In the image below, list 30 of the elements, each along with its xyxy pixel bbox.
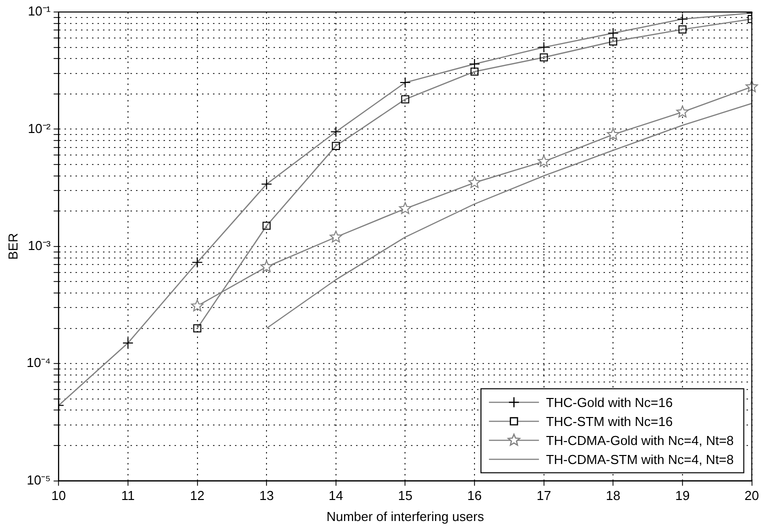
point	[399, 202, 412, 214]
x-tick-label: 13	[259, 488, 274, 504]
y-tick-label: 10⁻²	[28, 120, 52, 136]
point	[260, 260, 273, 272]
x-tick-label: 10	[51, 488, 66, 504]
point	[676, 106, 689, 118]
x-tick-label: 17	[536, 488, 552, 504]
point	[330, 230, 342, 242]
x-tick-label: 19	[675, 488, 690, 504]
y-tick-label: 10⁻⁴	[26, 355, 51, 370]
y-tick-label: 10⁻¹	[28, 4, 52, 19]
point	[606, 128, 620, 140]
x-axis-title: Number of interfering users	[326, 508, 484, 524]
legend-label: TH-CDMA-Gold with Nc=4, Nt=8	[546, 432, 734, 448]
y-tick-label: 10⁻⁵	[26, 472, 51, 488]
legend-label: TH-CDMA-STM with Nc=4, Nt=8	[546, 452, 734, 467]
legend-label: THC-Gold with Nc=16	[546, 394, 673, 410]
y-tick-label: 10⁻³	[28, 238, 52, 253]
x-tick-label: 15	[398, 488, 412, 504]
point	[538, 155, 550, 167]
legend-label: THC-STM with Nc=16	[546, 414, 673, 429]
x-tick-label: 11	[121, 488, 135, 504]
x-tick-label: 12	[190, 488, 205, 504]
x-tick-label: 18	[606, 488, 620, 504]
y-axis-title: BER	[5, 233, 20, 260]
x-tick-label: 14	[328, 488, 344, 504]
point	[468, 176, 481, 188]
x-tick-label: 20	[744, 488, 760, 504]
point	[191, 300, 204, 312]
x-tick-label: 16	[467, 488, 482, 504]
